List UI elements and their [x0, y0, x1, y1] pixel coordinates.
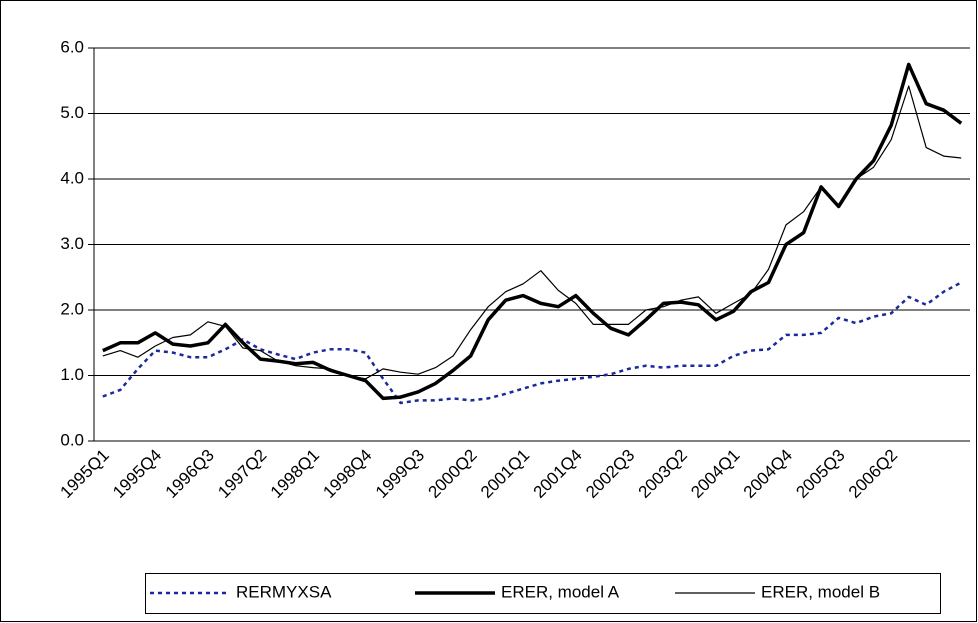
legend-box	[145, 573, 941, 614]
y-tick-label: 5.0	[60, 103, 84, 122]
legend-label: ERER, model A	[501, 582, 620, 601]
y-tick-label: 3.0	[60, 234, 84, 253]
legend-label: ERER, model B	[761, 582, 880, 601]
y-tick-label: 4.0	[60, 168, 84, 187]
series-line	[102, 62, 963, 401]
series-line	[102, 85, 962, 380]
y-tick-label: 6.0	[60, 37, 84, 56]
y-tick-label: 1.0	[60, 365, 84, 384]
legend-label: RERMYXSA	[236, 582, 332, 601]
series-line	[102, 281, 962, 405]
y-tick-label: 2.0	[60, 299, 84, 318]
y-tick-label: 0.0	[60, 430, 84, 449]
